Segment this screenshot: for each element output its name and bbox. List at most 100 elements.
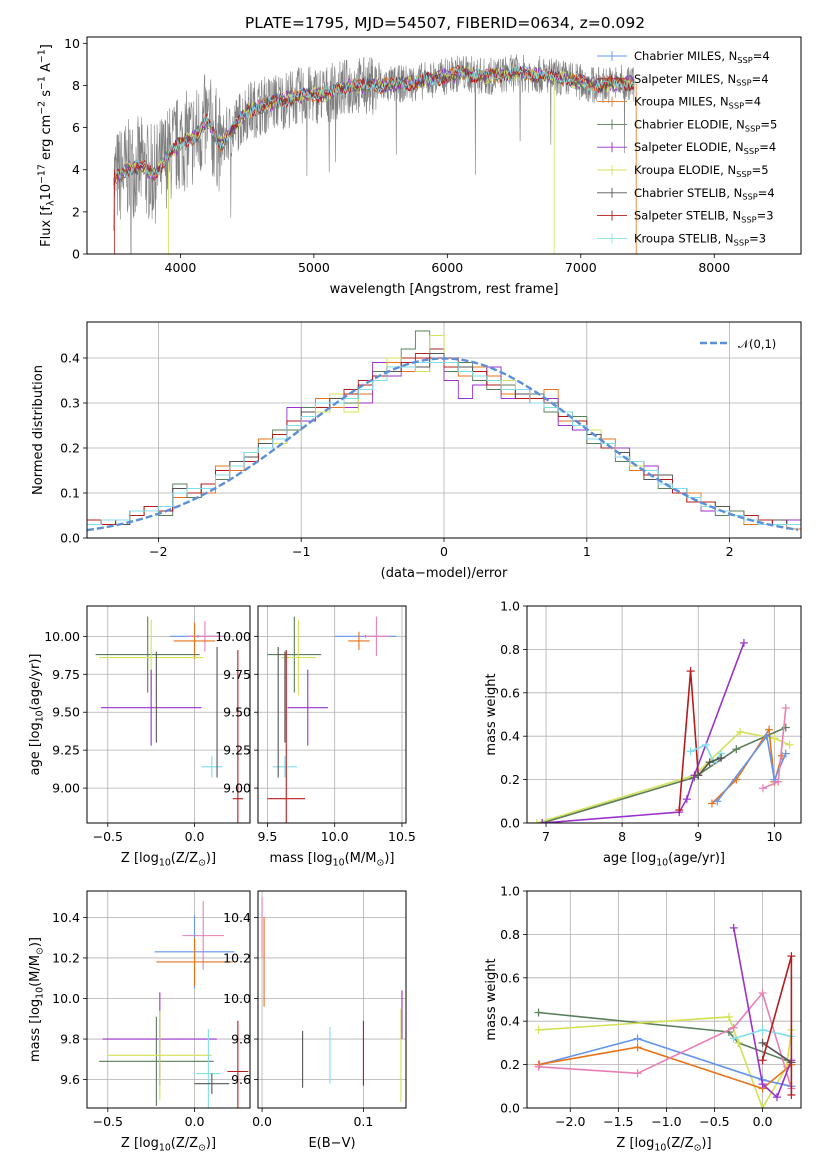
weight-series-line bbox=[541, 726, 787, 823]
y-tick-label: 10.2 bbox=[52, 950, 80, 965]
x-tick-label: 9 bbox=[694, 829, 702, 844]
errorbar-point bbox=[187, 621, 223, 652]
y-tick-label: 9.75 bbox=[223, 667, 251, 682]
plot-area bbox=[261, 897, 403, 1102]
x-axis-label: age [log10(age/yr)] bbox=[603, 851, 725, 868]
x-axis-label: Z [log10(Z/Z⊙)] bbox=[121, 851, 216, 868]
weight-series-line bbox=[538, 991, 793, 1089]
weight-marker bbox=[758, 784, 767, 793]
y-tick-label: 0.2 bbox=[60, 441, 80, 456]
errorbar-point bbox=[201, 756, 223, 778]
y-tick-label: 10.4 bbox=[52, 910, 80, 925]
weight-marker bbox=[729, 1034, 738, 1043]
y-tick-label: 10.4 bbox=[223, 910, 251, 925]
x-tick-label: 0.0 bbox=[185, 829, 205, 844]
weight-marker bbox=[686, 667, 695, 676]
weight-marker bbox=[694, 771, 703, 780]
legend-label: Chabrier ELODIE, NSSP=5 bbox=[634, 117, 777, 133]
x-axis-label: Z [log10(Z/Z⊙)] bbox=[121, 1136, 216, 1153]
ebv-mass-panel: 0.0 0.1 9.6 9.8 10.0 10.2 10.4 E(B−V) bbox=[223, 890, 407, 1151]
errorbar-point bbox=[267, 616, 322, 693]
x-tick-label: 7 bbox=[542, 829, 550, 844]
errorbar-point bbox=[99, 1016, 214, 1106]
axes-frame bbox=[86, 605, 251, 824]
x-tick-label: −2 bbox=[149, 544, 167, 559]
legend: Chabrier MILES, NSSP=4 Salpeter MILES, NS… bbox=[597, 49, 777, 247]
x-tick-label: 4000 bbox=[165, 260, 197, 275]
x-axis-label: E(B−V) bbox=[308, 1136, 355, 1151]
y-tick-label: 10.2 bbox=[223, 950, 251, 965]
weight-marker bbox=[758, 1080, 767, 1089]
model-spectrum bbox=[113, 64, 634, 186]
legend-label: Salpeter MILES, NSSP=4 bbox=[634, 72, 769, 88]
weight-series-line bbox=[678, 671, 700, 811]
weight-marker bbox=[781, 749, 790, 758]
legend: 𝒩(0,1) bbox=[700, 337, 776, 351]
x-tick-label: −0.5 bbox=[93, 829, 123, 844]
age-weight-panel: 7 8 9 10 0.0 0.2 0.4 0.6 0.8 1.0 age [log10(age/yr… bbox=[484, 599, 802, 868]
y-tick-label: 0.8 bbox=[500, 927, 520, 942]
metallicity-mass-panel: −0.5 0.0 9.6 9.8 10.0 10.2 10.4 Z [log10(Z/Z⊙)]… bbox=[28, 890, 251, 1153]
legend-label: Salpeter STELIB, NSSP=3 bbox=[634, 209, 774, 225]
weight-series-line bbox=[536, 731, 790, 823]
errorbar-point bbox=[227, 1020, 249, 1108]
y-tick-label: 9.6 bbox=[60, 1072, 80, 1087]
errorbar-point bbox=[196, 1028, 221, 1108]
weight-marker bbox=[770, 734, 779, 743]
x-tick-label: −1.0 bbox=[651, 1114, 681, 1129]
y-tick-label: 10.00 bbox=[215, 629, 251, 644]
legend-label: Kroupa MILES, NSSP=4 bbox=[634, 95, 761, 111]
y-tick-label: 9.6 bbox=[231, 1072, 251, 1087]
weight-marker bbox=[774, 777, 783, 786]
weight-marker bbox=[532, 819, 541, 823]
mass-age-panel: 9.5 10.0 10.5 9.00 9.25 9.50 9.75 10.00 mass [lo… bbox=[215, 605, 416, 868]
errorbar-point bbox=[95, 616, 200, 693]
weight-marker bbox=[682, 795, 691, 804]
weight-marker bbox=[534, 1062, 543, 1071]
weight-marker bbox=[713, 797, 722, 806]
x-tick-label: 0.0 bbox=[252, 1114, 272, 1129]
y-tick-label: 1.0 bbox=[500, 599, 520, 614]
errorbar-point bbox=[362, 616, 390, 657]
y-tick-label: 0.6 bbox=[500, 685, 520, 700]
errorbar-point bbox=[194, 1073, 230, 1094]
weight-marker bbox=[633, 1069, 642, 1078]
y-tick-label: 0.4 bbox=[500, 1014, 520, 1029]
weight-series-line bbox=[538, 1016, 793, 1108]
weight-marker bbox=[538, 819, 547, 823]
x-tick-label: 1 bbox=[583, 544, 591, 559]
weight-marker bbox=[762, 732, 771, 741]
metallicity-age-panel: −0.5 0.0 9.00 9.25 9.50 9.75 10.00 Z [log10(Z/Z… bbox=[28, 605, 251, 868]
weight-marker bbox=[633, 1034, 642, 1043]
weight-marker bbox=[729, 923, 738, 932]
legend-label: Kroupa STELIB, NSSP=3 bbox=[634, 231, 766, 247]
errorbar-point bbox=[173, 622, 216, 660]
y-tick-label: 0.4 bbox=[500, 729, 520, 744]
normal-distribution-curve bbox=[87, 357, 799, 532]
y-tick-label: 9.00 bbox=[52, 781, 80, 796]
plot-area bbox=[99, 901, 249, 1108]
y-tick-label: 0.2 bbox=[500, 772, 520, 787]
weight-marker bbox=[787, 952, 796, 961]
y-tick-label: 0.6 bbox=[500, 970, 520, 985]
plot-area bbox=[267, 616, 397, 823]
y-tick-label: 10 bbox=[64, 36, 80, 51]
y-tick-label: 0.1 bbox=[60, 486, 80, 501]
y-tick-label: 1.0 bbox=[500, 884, 520, 899]
legend-label: Kroupa ELODIE, NSSP=5 bbox=[634, 163, 769, 179]
weight-series-line bbox=[762, 1042, 792, 1064]
weight-marker bbox=[705, 758, 714, 767]
axes-frame bbox=[86, 36, 802, 255]
weight-marker bbox=[724, 1012, 733, 1021]
x-tick-label: 5000 bbox=[298, 260, 330, 275]
weight-marker bbox=[707, 799, 716, 808]
weight-marker bbox=[734, 1038, 743, 1047]
axes-frame bbox=[257, 605, 407, 824]
weight-marker bbox=[787, 1090, 796, 1099]
plot-area bbox=[534, 923, 796, 1108]
x-tick-label: 10.0 bbox=[321, 829, 349, 844]
weight-series-line bbox=[732, 927, 793, 1099]
weight-marker bbox=[732, 745, 741, 754]
x-tick-label: −2.0 bbox=[555, 1114, 585, 1129]
